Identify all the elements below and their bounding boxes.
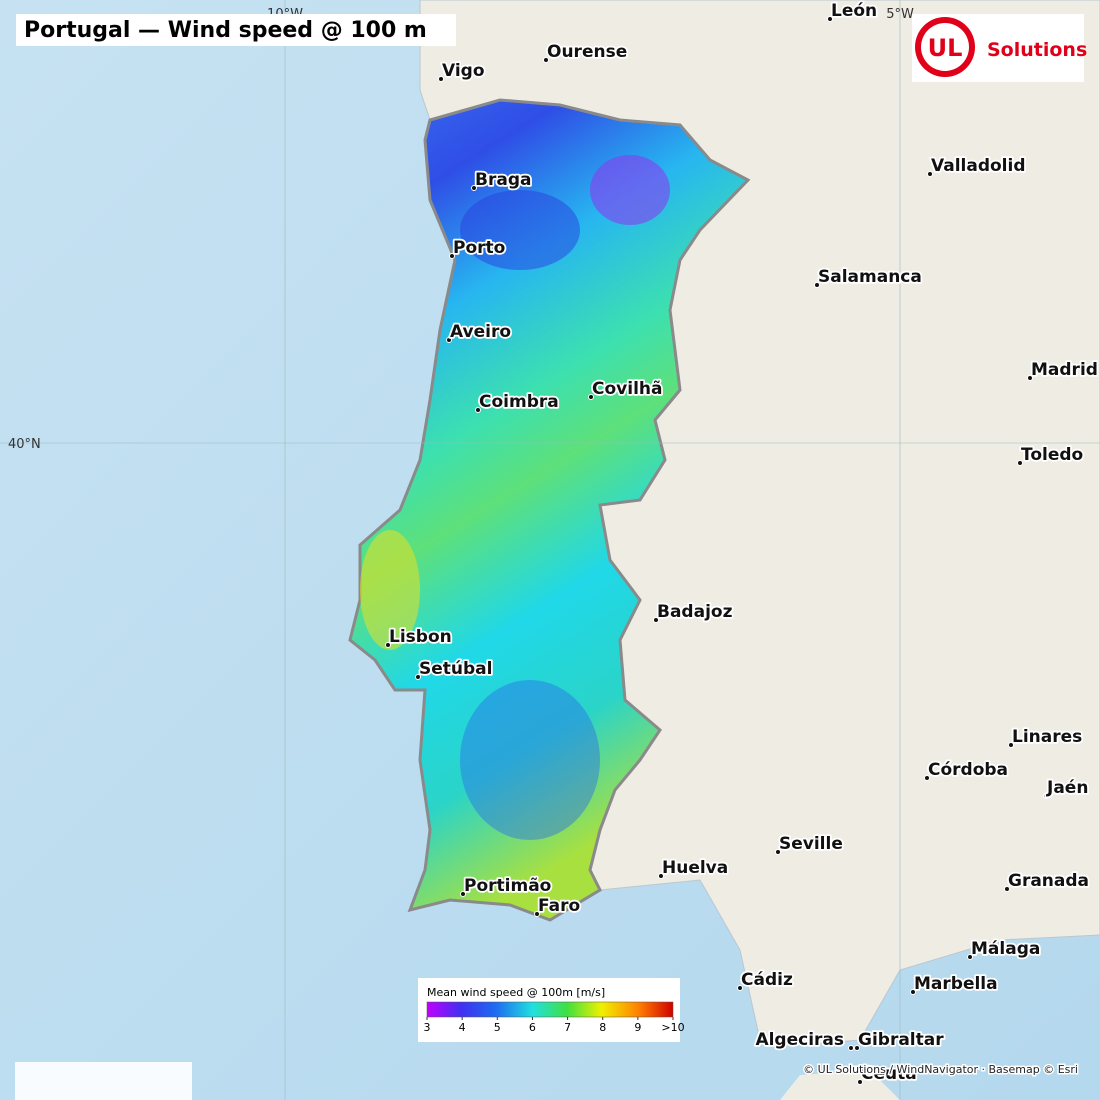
city-dot (446, 337, 452, 343)
city-dot (471, 185, 477, 191)
legend-tick-label: 8 (599, 1021, 606, 1034)
city-dot (1043, 793, 1049, 799)
scale-box (15, 1062, 192, 1100)
city-label: Badajoz (657, 602, 733, 622)
city-label: Granada (1008, 871, 1089, 891)
legend-tick-label: >10 (661, 1021, 684, 1034)
city-label: Lisbon (389, 627, 452, 647)
city-label: Málaga (971, 939, 1040, 959)
city-dot (1004, 886, 1010, 892)
city-dot (385, 642, 391, 648)
city-label: Faro (538, 896, 580, 916)
city-dot (588, 394, 594, 400)
legend-tick-label: 6 (529, 1021, 536, 1034)
city-label: Toledo (1021, 445, 1083, 465)
city-dot (854, 1045, 860, 1051)
city-label: Madrid (1031, 360, 1098, 380)
city-dot (857, 1079, 863, 1085)
legend-tick-label: 5 (494, 1021, 501, 1034)
legend-tick-label: 7 (564, 1021, 571, 1034)
city-dot (814, 282, 820, 288)
city-label: Coimbra (479, 392, 559, 412)
city-label: León (831, 1, 877, 21)
city-dot (775, 849, 781, 855)
low-wind-zone (460, 190, 580, 270)
graticule-label: 5°W (886, 7, 914, 22)
high-wind-zone (360, 530, 420, 650)
legend-tick-label: 3 (424, 1021, 431, 1034)
city-dot (737, 985, 743, 991)
city-label: Braga (475, 170, 531, 190)
city-label: Córdoba (928, 760, 1008, 780)
city-dot (475, 407, 481, 413)
city-dot (927, 171, 933, 177)
city-dot (1027, 375, 1033, 381)
city-dot (848, 1045, 854, 1051)
logo-inner (921, 23, 969, 71)
city-dot (924, 775, 930, 781)
city-dot (653, 617, 659, 623)
city-dot (910, 989, 916, 995)
city-dot (534, 911, 540, 917)
attribution: © UL Solutions / WindNavigator · Basemap… (803, 1063, 1078, 1076)
city-label: Setúbal (419, 659, 492, 679)
legend-tick-label: 9 (634, 1021, 641, 1034)
city-label: Vigo (442, 61, 485, 81)
city-label: Huelva (662, 858, 728, 878)
city-label: Porto (453, 238, 505, 258)
graticule-label: 40°N (8, 437, 41, 452)
city-dot (827, 16, 833, 22)
city-label: Gibraltar (858, 1030, 944, 1050)
portugal-wind-field (348, 98, 751, 922)
logo-mark: UL (928, 34, 963, 62)
city-label: Linares (1012, 727, 1082, 747)
city-label: Covilhã (592, 379, 662, 399)
city-label: Cádiz (741, 970, 793, 990)
city-label: Portimão (464, 876, 551, 896)
city-label: Aveiro (450, 322, 511, 342)
city-label: Jaén (1046, 778, 1088, 798)
title: Portugal — Wind speed @ 100 m (24, 18, 427, 43)
city-label: Valladolid (931, 156, 1026, 176)
city-dot (543, 57, 549, 63)
city-dot (449, 253, 455, 259)
city-label: Ourense (547, 42, 627, 62)
city-label: Marbella (914, 974, 998, 994)
city-dot (438, 76, 444, 82)
city-dot (415, 674, 421, 680)
logo-text: Solutions (987, 39, 1087, 61)
city-dot (967, 954, 973, 960)
legend-title: Mean wind speed @ 100m [m/s] (427, 986, 605, 999)
title-box (16, 14, 456, 46)
legend-tick-label: 4 (459, 1021, 466, 1034)
city-dot (658, 873, 664, 879)
city-dot (1008, 742, 1014, 748)
low-wind-zone (460, 680, 600, 840)
city-label: Seville (779, 834, 843, 854)
city-label: Algeciras (755, 1030, 844, 1050)
city-dot (1017, 460, 1023, 466)
city-label: Salamanca (818, 267, 922, 287)
cities: Vigo Ourense León Braga Porto Aveiro Coimbra Co… (385, 0, 1100, 1086)
morocco (780, 1070, 900, 1100)
legend-colorbar (426, 1001, 674, 1018)
city-dot (460, 891, 466, 897)
legend-ticks: 3 4 5 6 7 8 9 >10 (424, 1017, 685, 1034)
low-wind-zone (590, 155, 670, 225)
city-label: Ceuta (861, 1064, 917, 1084)
